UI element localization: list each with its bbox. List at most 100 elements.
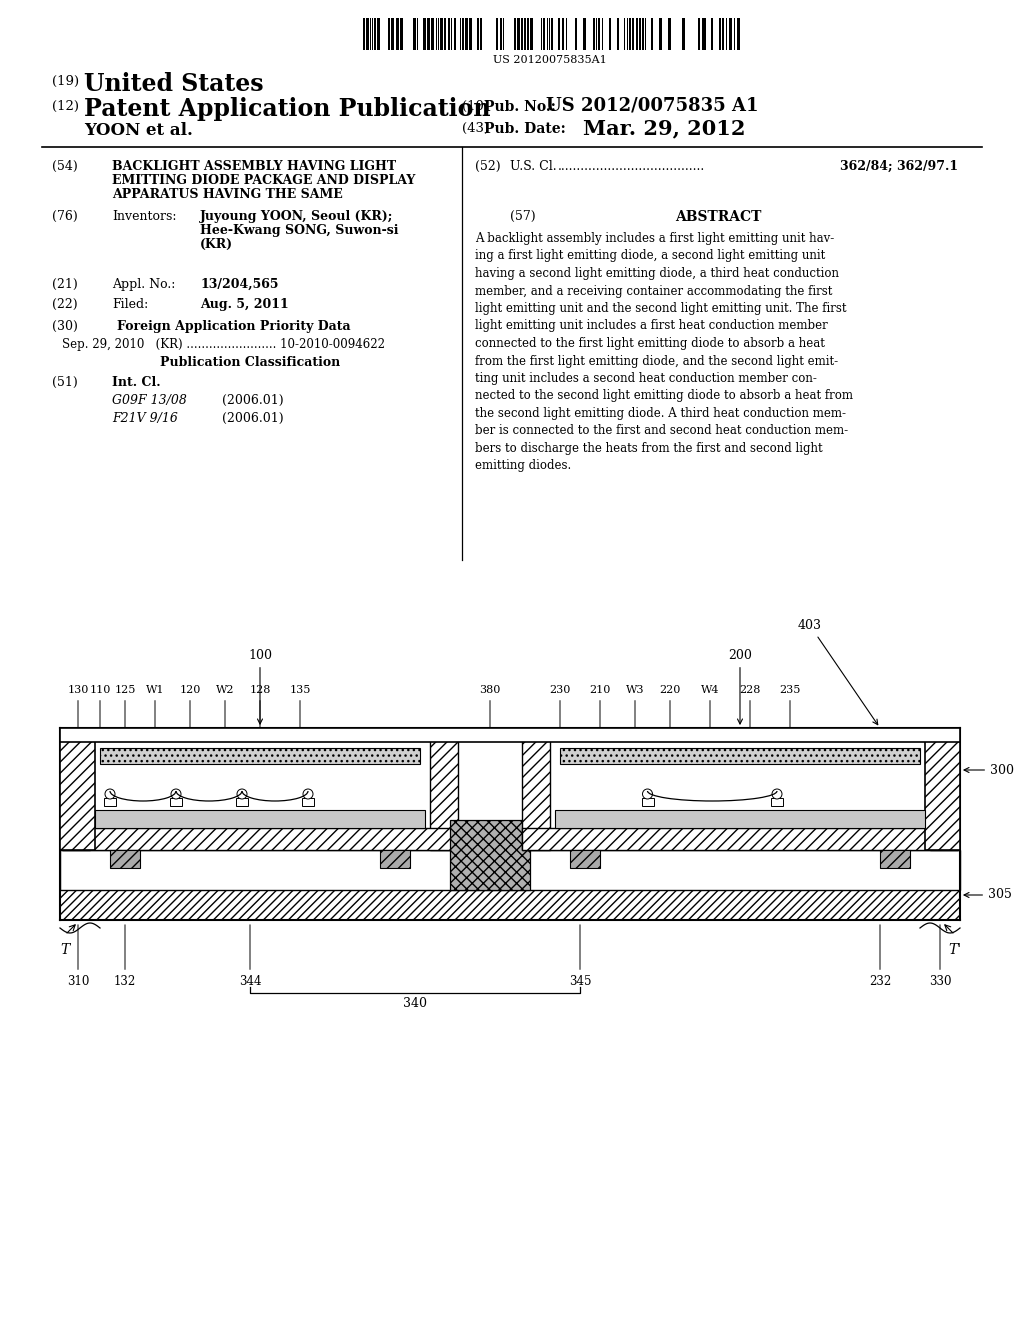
- Text: (12): (12): [52, 100, 79, 114]
- Text: EMITTING DIODE PACKAGE AND DISPLAY: EMITTING DIODE PACKAGE AND DISPLAY: [112, 174, 416, 187]
- Bar: [642, 18, 644, 50]
- Text: ......................................: ......................................: [558, 160, 706, 173]
- Bar: [95, 810, 425, 828]
- Bar: [627, 18, 629, 50]
- Bar: [668, 18, 671, 50]
- Text: (21): (21): [52, 279, 78, 290]
- Text: 220: 220: [659, 685, 681, 738]
- Text: 228: 228: [739, 685, 761, 738]
- Circle shape: [105, 789, 115, 799]
- Text: Foreign Application Priority Data: Foreign Application Priority Data: [117, 319, 350, 333]
- Bar: [104, 799, 116, 807]
- Text: (30): (30): [52, 319, 78, 333]
- Text: 235: 235: [779, 685, 801, 738]
- Text: U.S. Cl.: U.S. Cl.: [510, 160, 557, 173]
- Text: (22): (22): [52, 298, 78, 312]
- Bar: [517, 18, 519, 50]
- Bar: [722, 18, 725, 50]
- Bar: [523, 18, 525, 50]
- Bar: [651, 18, 653, 50]
- Text: 232: 232: [869, 925, 891, 987]
- Text: (52): (52): [475, 160, 501, 173]
- Text: Sep. 29, 2010   (KR) ........................ 10-2010-0094622: Sep. 29, 2010 (KR) .....................…: [62, 338, 385, 351]
- Text: Mar. 29, 2012: Mar. 29, 2012: [583, 117, 745, 139]
- Text: (2006.01): (2006.01): [222, 393, 284, 407]
- Text: (51): (51): [52, 376, 78, 389]
- Bar: [460, 18, 461, 50]
- Text: 120: 120: [179, 685, 201, 738]
- Bar: [503, 18, 504, 50]
- Bar: [302, 799, 314, 807]
- Bar: [561, 18, 564, 50]
- Text: (57): (57): [510, 210, 536, 223]
- Bar: [697, 18, 700, 50]
- Bar: [682, 18, 685, 50]
- Text: (10): (10): [462, 100, 489, 114]
- Bar: [444, 18, 446, 50]
- Text: Hee-Kwang SONG, Suwon-si: Hee-Kwang SONG, Suwon-si: [200, 224, 398, 238]
- Text: Inventors:: Inventors:: [112, 210, 176, 223]
- Text: 345: 345: [568, 925, 591, 987]
- Circle shape: [772, 789, 782, 799]
- Bar: [636, 18, 639, 50]
- Bar: [541, 18, 543, 50]
- Bar: [60, 729, 961, 742]
- Bar: [374, 18, 376, 50]
- Text: F21V 9/16: F21V 9/16: [112, 412, 178, 425]
- Bar: [469, 18, 472, 50]
- Bar: [729, 18, 732, 50]
- Bar: [771, 799, 783, 807]
- Text: 330: 330: [929, 925, 951, 987]
- Bar: [629, 18, 631, 50]
- Bar: [496, 18, 499, 50]
- Text: 100: 100: [248, 649, 272, 723]
- Text: 362/84; 362/97.1: 362/84; 362/97.1: [840, 160, 958, 173]
- Bar: [624, 18, 626, 50]
- Bar: [701, 18, 702, 50]
- Text: ABSTRACT: ABSTRACT: [675, 210, 761, 224]
- Bar: [100, 748, 420, 764]
- Text: Filed:: Filed:: [112, 298, 148, 312]
- Text: G09F 13/08: G09F 13/08: [112, 393, 186, 407]
- Bar: [641, 799, 653, 807]
- Bar: [438, 18, 439, 50]
- Bar: [462, 18, 464, 50]
- Bar: [60, 850, 961, 890]
- Bar: [570, 850, 600, 869]
- Bar: [449, 18, 450, 50]
- Bar: [62, 828, 458, 850]
- Bar: [396, 18, 399, 50]
- Bar: [367, 18, 369, 50]
- Text: 300: 300: [964, 763, 1014, 776]
- Bar: [526, 18, 529, 50]
- Bar: [596, 18, 597, 50]
- Text: 128: 128: [249, 685, 270, 738]
- Text: Patent Application Publication: Patent Application Publication: [84, 96, 490, 121]
- Bar: [639, 18, 641, 50]
- Text: 310: 310: [67, 925, 89, 987]
- Bar: [659, 18, 662, 50]
- Bar: [703, 18, 707, 50]
- Bar: [880, 850, 910, 869]
- Bar: [719, 18, 721, 50]
- Bar: [645, 18, 646, 50]
- Bar: [431, 18, 434, 50]
- Text: 200: 200: [728, 649, 752, 723]
- Text: (19): (19): [52, 75, 79, 88]
- Text: BACKLIGHT ASSEMBLY HAVING LIGHT: BACKLIGHT ASSEMBLY HAVING LIGHT: [112, 160, 396, 173]
- Bar: [451, 18, 453, 50]
- Bar: [925, 741, 961, 850]
- Circle shape: [171, 789, 181, 799]
- Text: APPARATUS HAVING THE SAME: APPARATUS HAVING THE SAME: [112, 187, 343, 201]
- Bar: [388, 18, 390, 50]
- Bar: [549, 18, 550, 50]
- Bar: [736, 18, 739, 50]
- Text: US 2012/0075835 A1: US 2012/0075835 A1: [546, 96, 759, 115]
- Text: (54): (54): [52, 160, 78, 173]
- Text: Publication Classification: Publication Classification: [160, 356, 340, 370]
- Bar: [575, 18, 577, 50]
- Bar: [500, 18, 502, 50]
- Bar: [566, 18, 567, 50]
- Bar: [377, 18, 380, 50]
- Text: 110: 110: [89, 685, 111, 738]
